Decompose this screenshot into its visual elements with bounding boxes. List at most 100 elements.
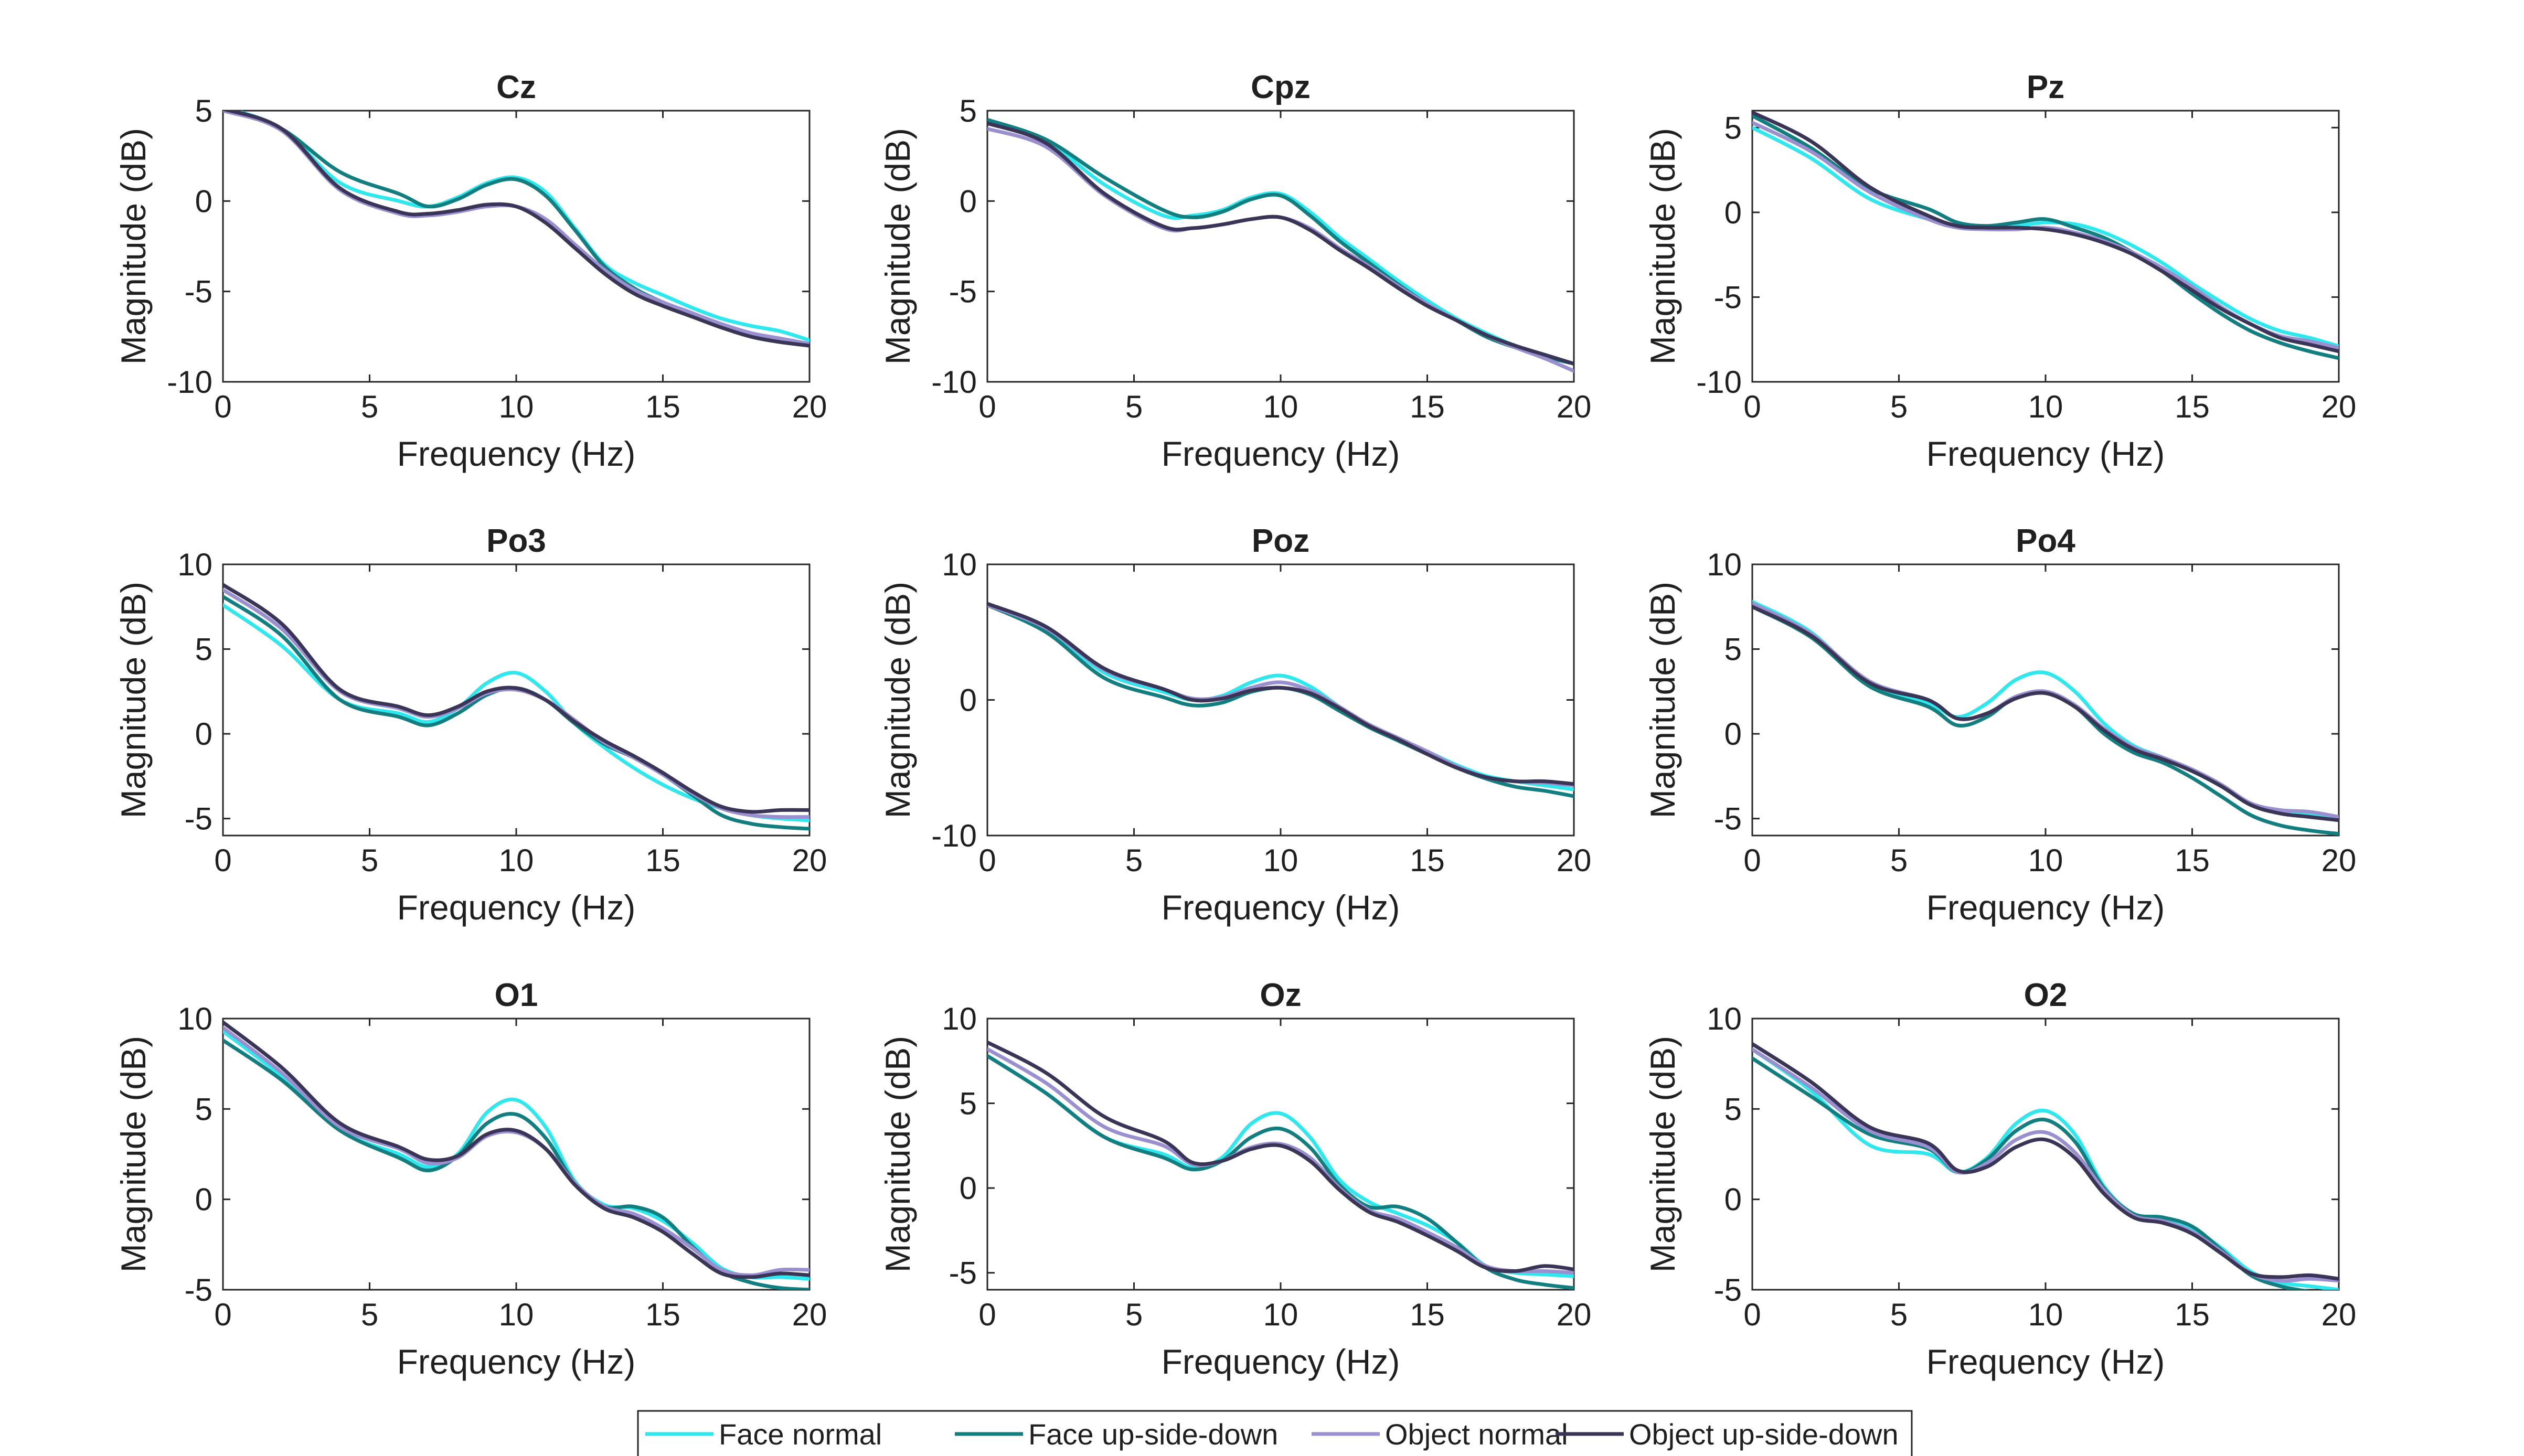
x-tick-label: 15	[2175, 389, 2210, 424]
series-group	[987, 117, 1574, 373]
series-group	[1752, 111, 2339, 360]
series-line-object-up-side-down	[987, 121, 1574, 366]
series-group	[987, 1040, 1574, 1290]
y-tick-label: 10	[942, 1001, 977, 1036]
x-tick-label: 20	[2321, 843, 2357, 878]
plot-area	[222, 563, 811, 837]
subplot-pz: 0 5 10 15 20 -10 -5 0 5 Pz Frequency (Hz) Magnitude…	[1643, 69, 2356, 473]
x-tick-label: 5	[361, 843, 378, 878]
y-tick-label: 5	[195, 1091, 212, 1127]
x-axis-label: Frequency (Hz)	[397, 1342, 636, 1381]
plot-area	[222, 110, 811, 383]
x-tick-label: 5	[361, 389, 378, 424]
plot-area	[986, 1018, 1575, 1291]
x-tick-label: 5	[1890, 843, 1908, 878]
x-tick-label: 0	[1743, 843, 1761, 878]
y-axis-label: Magnitude (dB)	[114, 128, 153, 365]
x-axis-label: Frequency (Hz)	[1926, 888, 2165, 927]
subplot-title: O2	[2024, 977, 2068, 1013]
x-tick-label: 0	[214, 389, 231, 424]
x-tick-label: 15	[1410, 1297, 1445, 1332]
x-tick-label: 5	[361, 1297, 378, 1332]
series-group	[223, 1020, 810, 1290]
x-tick-label: 20	[792, 389, 827, 424]
legend-item-object-up-side-down: Object up-side-down	[1556, 1418, 1899, 1451]
x-tick-label: 10	[2028, 1297, 2063, 1332]
y-tick-label: 5	[960, 1086, 977, 1121]
x-tick-label: 20	[792, 843, 827, 878]
y-tick-label: 10	[1707, 1001, 1742, 1036]
x-tick-label: 15	[2175, 1297, 2210, 1332]
series-line-face-normal	[228, 111, 810, 342]
x-tick-label: 0	[1743, 1297, 1761, 1332]
y-tick-label: 0	[1724, 195, 1742, 230]
y-tick-label: 0	[960, 683, 977, 718]
series-line-object-up-side-down	[223, 1020, 810, 1279]
y-tick-label: 0	[195, 716, 212, 752]
y-tick-label: 10	[177, 1001, 212, 1036]
legend-item-face-up-side-down: Face up-side-down	[955, 1418, 1278, 1451]
x-tick-label: 5	[1125, 389, 1143, 424]
x-tick-label: 5	[1890, 389, 1908, 424]
y-axis-label: Magnitude (dB)	[878, 582, 917, 818]
y-tick-label: -5	[185, 1272, 212, 1308]
series-line-object-up-side-down	[1752, 605, 2339, 822]
series-line-object-up-side-down	[1752, 111, 2339, 354]
x-tick-label: 20	[1557, 843, 1592, 878]
y-tick-label: -5	[1714, 1272, 1742, 1308]
x-axis-label: Frequency (Hz)	[1162, 434, 1400, 473]
series-line-object-up-side-down	[987, 1040, 1574, 1273]
y-tick-label: 0	[960, 184, 977, 219]
x-tick-label: 20	[1557, 389, 1592, 424]
legend-item-face-normal: Face normal	[645, 1418, 882, 1451]
x-tick-label: 10	[2028, 843, 2063, 878]
x-tick-label: 10	[2028, 389, 2063, 424]
series-group	[1752, 1042, 2339, 1290]
y-tick-label: -5	[949, 1256, 977, 1291]
plot-area	[1751, 1018, 2340, 1291]
x-tick-label: 20	[792, 1297, 827, 1332]
x-tick-label: 10	[499, 1297, 534, 1332]
y-axis-label: Magnitude (dB)	[114, 582, 153, 818]
x-tick-label: 15	[1410, 389, 1445, 424]
x-tick-label: 10	[1263, 1297, 1298, 1332]
plot-area	[1751, 110, 2340, 383]
x-axis-label: Frequency (Hz)	[1926, 1342, 2165, 1381]
x-tick-label: 0	[214, 1297, 231, 1332]
x-tick-label: 0	[1743, 389, 1761, 424]
legend: Face normal Face up-side-down Object norma…	[637, 1410, 1913, 1456]
x-tick-label: 15	[645, 389, 680, 424]
series-line-object-up-side-down	[987, 602, 1574, 786]
y-axis-label: Magnitude (dB)	[1643, 1036, 1682, 1272]
subplot-title: Oz	[1260, 977, 1301, 1013]
legend-item-object-normal: Object normal	[1312, 1418, 1568, 1451]
x-tick-label: 20	[2321, 1297, 2357, 1332]
legend-label: Object normal	[1385, 1418, 1568, 1451]
y-tick-label: 0	[195, 184, 212, 219]
y-tick-label: 5	[195, 93, 212, 129]
y-axis-label: Magnitude (dB)	[878, 128, 917, 365]
y-tick-label: -5	[185, 274, 212, 309]
y-tick-label: 10	[942, 547, 977, 582]
subplot-title: Poz	[1252, 523, 1309, 559]
y-axis-label: Magnitude (dB)	[1643, 128, 1682, 365]
legend-label: Face normal	[719, 1418, 882, 1451]
y-tick-label: -5	[185, 801, 212, 837]
x-tick-label: 15	[1410, 843, 1445, 878]
x-tick-label: 0	[978, 1297, 996, 1332]
series-group	[223, 111, 810, 348]
x-tick-label: 10	[1263, 843, 1298, 878]
x-tick-label: 15	[645, 843, 680, 878]
y-tick-label: -10	[1696, 365, 1742, 400]
x-tick-label: 15	[645, 1297, 680, 1332]
x-tick-label: 10	[499, 843, 534, 878]
plot-area	[1751, 563, 2340, 837]
y-tick-label: 10	[1707, 547, 1742, 582]
x-tick-label: 15	[2175, 843, 2210, 878]
y-tick-label: 5	[1724, 110, 1742, 145]
x-tick-label: 5	[1890, 1297, 1908, 1332]
